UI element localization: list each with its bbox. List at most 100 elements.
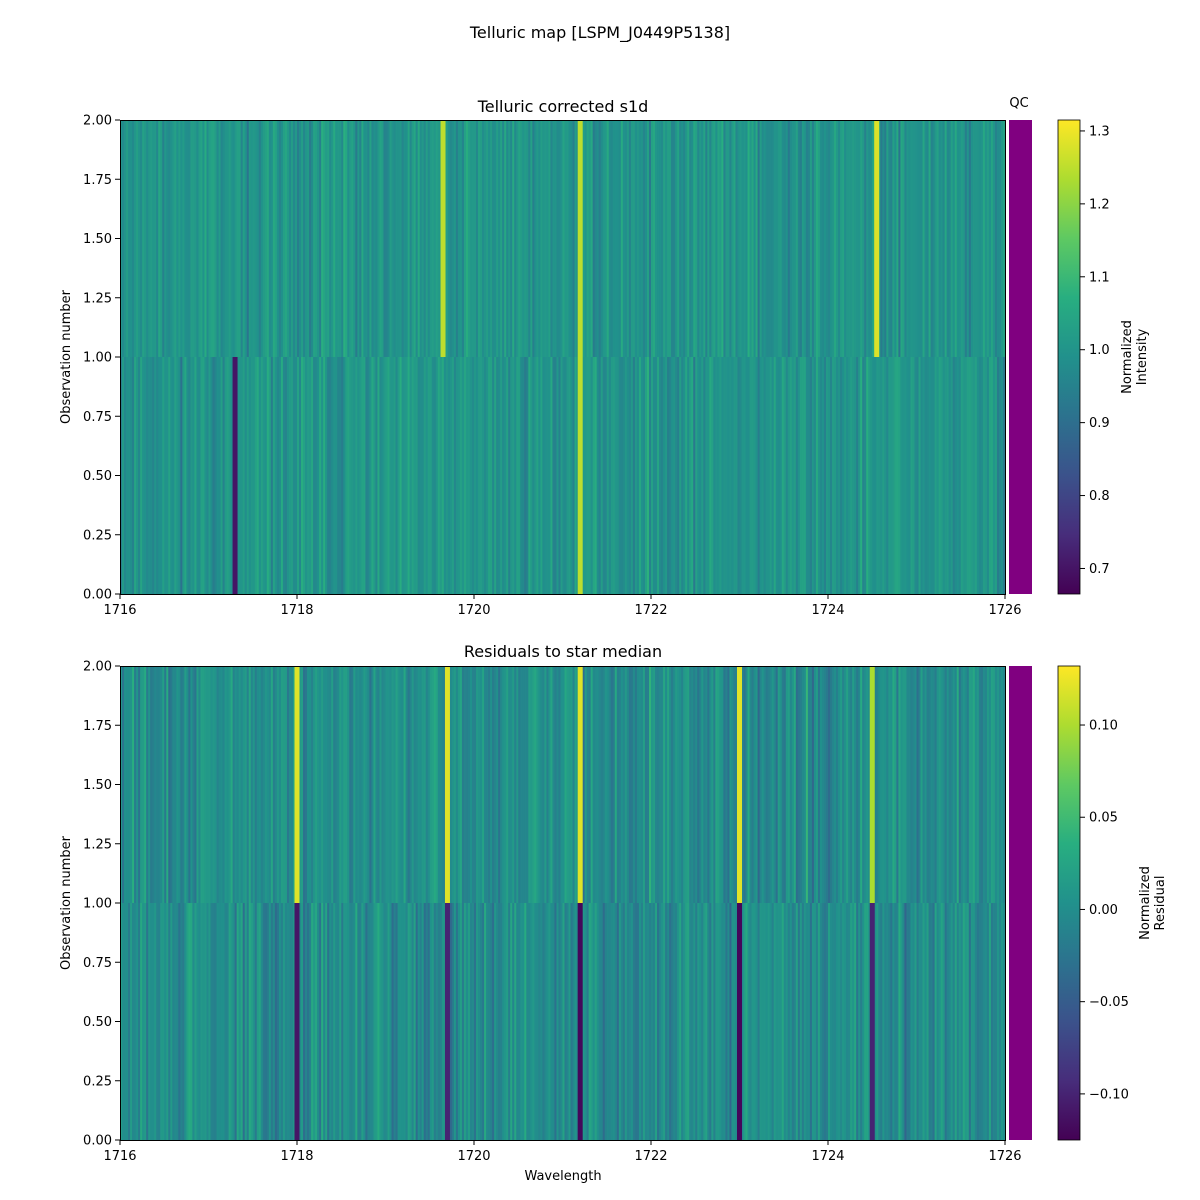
- heatmap-cell: [886, 666, 889, 903]
- heatmap-cell: [970, 357, 974, 594]
- heatmap-cell: [206, 357, 210, 594]
- heatmap-cell: [210, 903, 214, 1140]
- heatmap-cell: [966, 666, 970, 903]
- heatmap-cell: [210, 357, 214, 594]
- heatmap-cell: [618, 666, 622, 903]
- heatmap-cell: [494, 903, 497, 1140]
- heatmap-cell: [148, 120, 151, 357]
- heatmap-cell: [673, 120, 676, 357]
- heatmap-cell: [471, 903, 475, 1140]
- heatmap-cell: [405, 903, 409, 1140]
- heatmap-cell: [230, 903, 234, 1140]
- heatmap-cell: [817, 666, 821, 903]
- heatmap-cell: [882, 120, 885, 357]
- heatmap-cell: [675, 120, 678, 357]
- heatmap-cell: [705, 666, 708, 903]
- heatmap-cell: [419, 666, 423, 903]
- heatmap-cell: [759, 357, 763, 594]
- heatmap-cell: [876, 666, 879, 903]
- heatmap-cell: [542, 666, 545, 903]
- heatmap-cell: [765, 666, 769, 903]
- heatmap-cell: [741, 903, 745, 1140]
- colorbar-1: [1057, 119, 1081, 595]
- heatmap-cell: [697, 666, 700, 903]
- heatmap-cell: [136, 357, 139, 594]
- heatmap-cell: [974, 120, 978, 357]
- heatmap-cell: [566, 903, 570, 1140]
- heatmap-cell: [918, 120, 922, 357]
- heatmap-cell: [500, 666, 503, 903]
- heatmap-cell: [190, 357, 194, 594]
- heatmap-cell: [132, 666, 135, 903]
- heatmap-cell: [421, 357, 425, 594]
- heatmap-cell: [343, 357, 346, 594]
- heatmap-cell: [671, 666, 674, 903]
- heatmap-cell: [630, 120, 634, 357]
- heatmap-cell: [980, 357, 984, 594]
- heatmap-cell: [393, 120, 397, 357]
- heatmap-cell: [938, 903, 942, 1140]
- heatmap-cell: [697, 903, 700, 1140]
- heatmap-cell: [558, 120, 562, 357]
- heatmap-cell: [254, 120, 258, 357]
- heatmap-cell: [836, 357, 839, 594]
- heatmap-cell: [540, 666, 543, 903]
- heatmap-cell: [240, 120, 244, 357]
- heatmap-cell: [878, 120, 881, 357]
- heatmap-cell: [767, 357, 771, 594]
- heatmap-cell: [349, 666, 352, 903]
- heatmap-cell: [775, 120, 779, 357]
- heatmap-cell: [212, 120, 216, 357]
- heatmap-cell: [457, 666, 461, 903]
- heatmap-cell: [838, 903, 841, 1140]
- heatmap-cell: [628, 666, 632, 903]
- heatmap-cell: [992, 357, 996, 594]
- heatmap-cell: [180, 903, 183, 1140]
- heatmap-cell: [882, 357, 885, 594]
- panel-2-title: Residuals to star median: [464, 642, 662, 661]
- heatmap-cell: [699, 666, 702, 903]
- heatmap-cell: [282, 357, 286, 594]
- x-tick-label: 1724: [811, 603, 844, 618]
- heatmap-cell: [681, 120, 684, 357]
- heatmap-cell: [777, 357, 781, 594]
- heatmap-cell: [500, 357, 503, 594]
- x-tick-label: 1716: [103, 603, 136, 618]
- heatmap-cell: [548, 120, 552, 357]
- heatmap-cell: [451, 903, 455, 1140]
- heatmap-cell: [856, 357, 859, 594]
- heatmap-cell: [884, 120, 887, 357]
- heatmap-cell: [795, 666, 799, 903]
- heatmap-cell: [184, 903, 187, 1140]
- heatmap-cell: [154, 666, 157, 903]
- heatmap-cell: [948, 903, 952, 1140]
- heatmap-cell: [482, 903, 485, 1140]
- heatmap-cell: [994, 120, 998, 357]
- heatmap-cell: [524, 357, 527, 594]
- heatmap-cell: [492, 357, 495, 594]
- heatmap-cell: [803, 903, 807, 1140]
- heatmap-cell: [966, 120, 970, 357]
- heatmap-cell: [848, 357, 851, 594]
- heatmap-cell: [940, 120, 944, 357]
- heatmap-cell: [695, 357, 698, 594]
- heatmap-cell: [423, 357, 427, 594]
- heatmap-cell: [564, 357, 568, 594]
- heatmap-cell: [781, 120, 785, 357]
- heatmap-cell: [522, 357, 525, 594]
- heatmap-cell: [218, 357, 222, 594]
- heatmap-cell: [413, 666, 417, 903]
- heatmap-cell: [357, 666, 360, 903]
- heatmap-cell: [421, 666, 425, 903]
- heatmap-cell: [357, 120, 360, 357]
- heatmap-cell: [429, 666, 433, 903]
- heatmap-cell: [228, 357, 232, 594]
- heatmap-cell: [401, 120, 405, 357]
- colorbar-2-label: Normalized Residual: [1138, 866, 1168, 940]
- heatmap-cell: [715, 903, 718, 1140]
- heatmap-cell: [349, 903, 352, 1140]
- heatmap-cell: [222, 666, 226, 903]
- heatmap-cell: [860, 666, 863, 903]
- heatmap-cell: [262, 120, 266, 357]
- heatmap-cell: [218, 120, 222, 357]
